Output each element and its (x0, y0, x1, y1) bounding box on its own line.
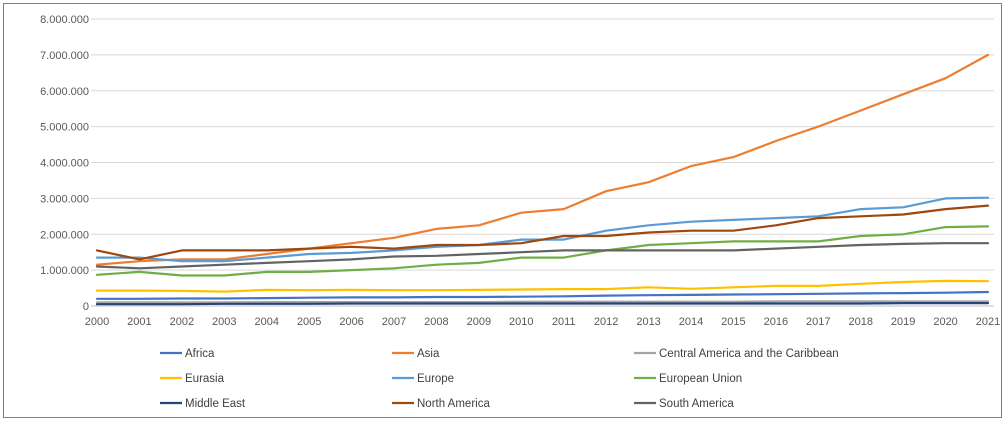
series-line-asia (95, 53, 990, 266)
gridlines (91, 18, 994, 271)
x-tick-label: 2015 (721, 316, 745, 328)
chart-frame (3, 3, 1002, 418)
x-tick-label: 2016 (764, 316, 788, 328)
y-tick-label: 1.000.000 (40, 265, 89, 277)
series-lines (95, 53, 990, 306)
series-line-eurasia (95, 279, 990, 293)
x-tick-label: 2000 (85, 316, 109, 328)
x-tick-label: 2013 (636, 316, 660, 328)
legend-label: Africa (185, 348, 215, 360)
legend-label: Central America and the Caribbean (659, 348, 839, 360)
series-line-africa (95, 290, 990, 300)
x-tick-label: 2007 (382, 316, 406, 328)
x-tick-label: 2008 (424, 316, 448, 328)
y-tick-label: 3.000.000 (40, 193, 89, 205)
x-tick-label: 2020 (933, 316, 957, 328)
y-tick-label: 7.000.000 (40, 50, 89, 62)
legend-label: Eurasia (185, 373, 225, 385)
legend-label: European Union (659, 373, 742, 385)
y-tick-label: 0 (83, 301, 89, 313)
x-tick-label: 2019 (891, 316, 915, 328)
series-line-south-america (95, 242, 990, 270)
series-line-middle-east (95, 302, 990, 306)
x-tick-label: 2009 (467, 316, 491, 328)
legend-label: North America (417, 398, 490, 410)
x-tick-label: 2002 (170, 316, 194, 328)
x-tick-label: 2011 (552, 316, 576, 328)
y-tick-label: 4.000.000 (40, 158, 89, 170)
legend-label: Asia (417, 348, 440, 360)
axes: 0 1.000.000 2.000.000 3.000.000 4.000.000 5.0… (40, 14, 1000, 328)
y-tick-label: 5.000.000 (40, 122, 89, 134)
x-tick-label: 2004 (254, 316, 278, 328)
x-tick-label: 2001 (127, 316, 151, 328)
y-tick-label: 8.000.000 (40, 14, 89, 26)
x-tick-label: 2012 (594, 316, 618, 328)
x-tick-label: 2018 (848, 316, 872, 328)
x-tick-label: 2014 (679, 316, 703, 328)
legend: Africa Asia Central America and the Caribb… (160, 348, 839, 410)
legend-label: Europe (417, 373, 454, 385)
y-tick-label: 6.000.000 (40, 86, 89, 98)
legend-label: South America (659, 398, 734, 410)
x-tick-label: 2021 (976, 316, 1000, 328)
x-tick-label: 2017 (806, 316, 830, 328)
series-line-north-america (95, 204, 990, 261)
x-tick-label: 2006 (339, 316, 363, 328)
y-tick-label: 2.000.000 (40, 229, 89, 241)
series-line-central-america-and-the-caribbean (95, 300, 990, 304)
x-tick-label: 2005 (297, 316, 321, 328)
legend-label: Middle East (185, 398, 246, 410)
series-line-european-union (95, 225, 990, 277)
x-tick-label: 2003 (212, 316, 236, 328)
x-tick-label: 2010 (509, 316, 533, 328)
